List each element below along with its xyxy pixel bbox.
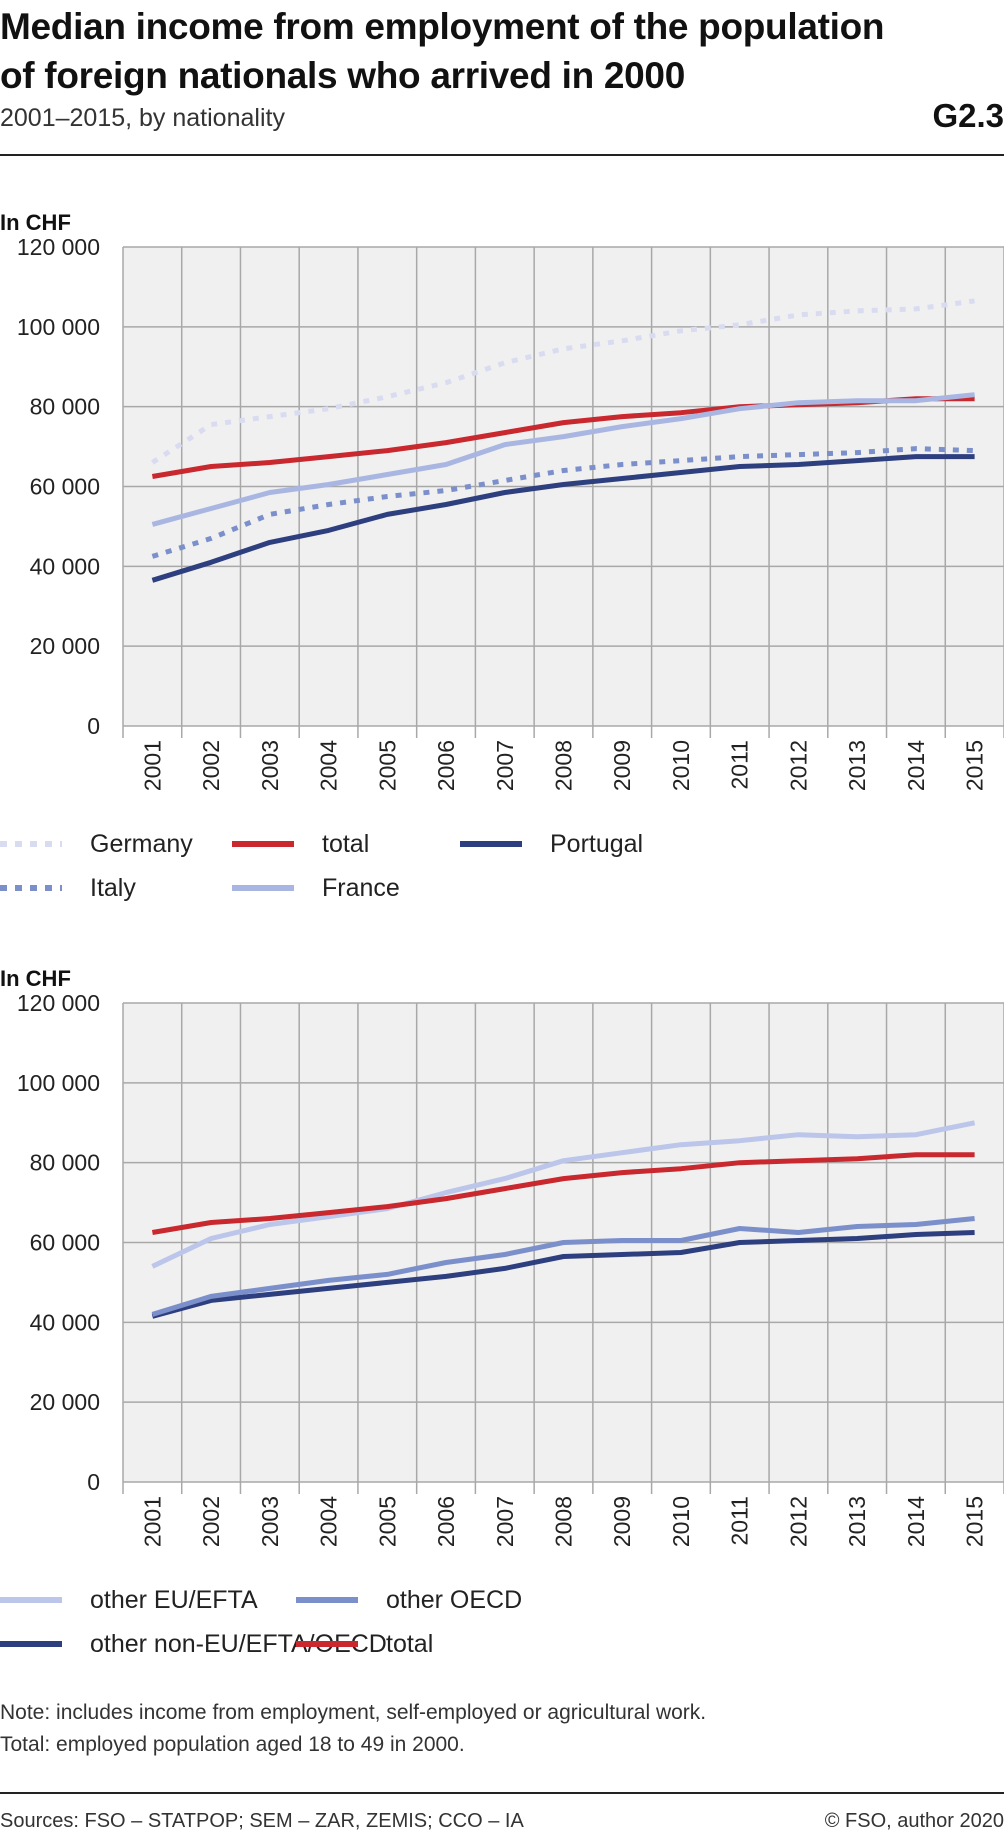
legend-item-total: total [296,1629,433,1659]
legend-item-italy: Italy [0,873,136,903]
chart-title-line-2: of foreign nationals who arrived in 2000 [0,55,685,96]
x-tick-label: 2006 [433,740,459,791]
x-tick-label: 2003 [257,1496,283,1547]
chart-title: Median income from employment of the pop… [0,2,900,100]
legend-swatch [232,841,294,847]
legend-item-other-eu-efta: other EU/EFTA [0,1585,258,1615]
y-tick-label: 60 000 [30,474,100,500]
x-tick-label: 2002 [198,1496,224,1547]
series-line-other-non-eu-efta-oecd [151,1230,975,1319]
x-tick-label: 2015 [962,740,988,791]
x-tick-label: 2007 [492,740,518,791]
chart-by-nationality-2: In CHF 0 20 000 40 000 60 000 80 000 100 000 12… [0,946,1004,1586]
legend-swatch [0,1641,62,1647]
series-line-italy [151,446,975,559]
legend-label: total [386,1629,434,1658]
footer-divider [0,1792,1004,1794]
copyright-text: © FSO, author 2020 [824,1810,1004,1832]
legend-chart-1: Germany Italy total France Portugal [0,830,1004,930]
legend-swatch [460,841,522,847]
x-tick-label: 2009 [609,1496,635,1547]
series-line-other-oecd [151,1216,975,1317]
y-tick-label: 0 [87,713,100,739]
x-tick-label: 2001 [139,740,165,791]
legend-item-total: total [232,829,369,859]
chart-title-line-1: Median income from employment of the pop… [0,6,885,47]
legend-label: other EU/EFTA [90,1585,258,1614]
legend-item-portugal: Portugal [460,829,643,859]
chart-by-nationality-1: In CHF 0 20 000 40 000 60 000 80 000 100 000 12… [0,190,1004,830]
x-tick-label: 2010 [668,740,694,791]
x-tick-label: 2014 [903,1496,929,1547]
figure-code: G2.3 [932,97,1004,134]
x-tick-label: 2012 [785,740,811,791]
footnote: Note: includes income from employment, s… [0,1697,706,1761]
x-tick-label: 2011 [727,740,753,789]
x-tick-label: 2010 [668,1496,694,1547]
y-tick-label: 100 000 [17,314,100,340]
legend-label: other OECD [386,1585,523,1614]
x-tick-label: 2004 [316,1496,342,1547]
chart-1-svg: In CHF 0 20 000 40 000 60 000 80 000 100 000 12… [0,210,1004,791]
series-line-portugal [151,454,975,583]
legend-label: total [322,829,370,858]
x-tick-label: 2001 [139,1496,165,1547]
series-line-france [151,392,975,527]
y-tick-label: 60 000 [30,1230,100,1256]
legend-label: France [322,873,400,902]
chart-subtitle: 2001–2015, by nationality [0,104,285,132]
x-tick-label: 2012 [785,1496,811,1547]
x-tick-label: 2004 [316,740,342,791]
legend-label: Portugal [550,829,644,858]
y-tick-label: 0 [87,1469,100,1495]
y-tick-label: 80 000 [30,1150,100,1176]
x-tick-label: 2015 [962,1496,988,1547]
x-tick-label: 2006 [433,1496,459,1547]
footnote-line-2: Total: employed population aged 18 to 49… [0,1733,465,1756]
y-tick-label: 20 000 [30,633,100,659]
legend-label: Italy [90,873,136,902]
series-line-other-eu-efta [151,1120,976,1269]
legend-item-france: France [232,873,400,903]
legend-swatch [0,885,62,891]
legend-chart-2: other EU/EFTA other non-EU/EFTA/OECD other… [0,1586,1004,1686]
series-line-total [151,1152,975,1235]
y-tick-label: 40 000 [30,553,100,579]
x-tick-label: 2008 [551,1496,577,1547]
y-tick-label: 120 000 [17,234,100,260]
x-tick-label: 2003 [257,740,283,791]
header-divider [0,154,1004,156]
y-tick-label: 20 000 [30,1389,100,1415]
x-tick-label: 2014 [903,740,929,791]
x-tick-label: 2009 [609,740,635,791]
legend-swatch [0,841,62,847]
y-tick-label: 120 000 [17,990,100,1016]
x-tick-label: 2005 [374,740,400,791]
legend-swatch [296,1641,358,1647]
sources-text: Sources: FSO – STATPOP; SEM – ZAR, ZEMIS… [0,1810,524,1832]
legend-item-other-oecd: other OECD [296,1585,522,1615]
y-tick-label: 100 000 [17,1070,100,1096]
x-tick-label: 2008 [551,740,577,791]
x-tick-label: 2013 [844,740,870,791]
x-tick-label: 2002 [198,740,224,791]
footnote-line-1: Note: includes income from employment, s… [0,1701,707,1724]
legend-swatch [296,1597,358,1603]
legend-swatch [232,885,294,891]
y-axis-label: In CHF [0,966,71,991]
y-tick-label: 80 000 [30,394,100,420]
legend-item-germany: Germany [0,829,193,859]
legend-swatch [0,1597,62,1603]
chart-2-svg: In CHF 0 20 000 40 000 60 000 80 000 100 000 12… [0,966,1004,1547]
y-tick-label: 40 000 [30,1309,100,1335]
x-tick-label: 2011 [727,1496,753,1545]
x-tick-label: 2013 [844,1496,870,1547]
y-axis-label: In CHF [0,210,71,235]
x-tick-label: 2007 [492,1496,518,1547]
x-tick-label: 2005 [374,1496,400,1547]
legend-label: Germany [90,829,193,858]
